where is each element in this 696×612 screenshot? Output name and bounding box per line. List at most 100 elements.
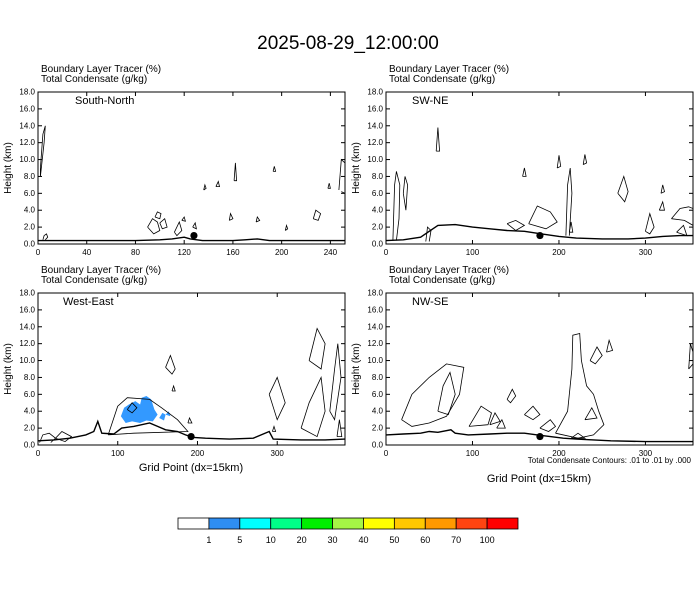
- plot-frame: [37, 91, 346, 245]
- y-tick-label: 6.0: [372, 189, 384, 198]
- condensate-contour: [506, 219, 526, 231]
- y-tick-label: 12.0: [367, 339, 383, 348]
- y-tick-label: 18.0: [367, 289, 383, 298]
- condensate-contour: [284, 223, 289, 231]
- condensate-contour: [327, 183, 331, 189]
- plot-frame: [37, 292, 346, 446]
- y-axis-label: Height (km): [3, 142, 14, 194]
- condensate-contour: [233, 162, 238, 182]
- condensate-contour: [570, 432, 587, 439]
- condensate-contour: [584, 406, 598, 421]
- panel-nw-se: Boundary Layer Tracer (%) Total Condensa…: [351, 265, 694, 485]
- y-tick-label: 18.0: [19, 289, 35, 298]
- x-tick-label: 300: [639, 248, 653, 257]
- x-tick-label: 80: [131, 248, 140, 257]
- panel-sw-ne: Boundary Layer Tracer (%) Total Condensa…: [351, 64, 694, 257]
- condensate-contour: [522, 167, 527, 177]
- y-axis-label: Height (km): [3, 343, 14, 395]
- x-tick-label: 300: [271, 449, 285, 458]
- panel-south-north: Boundary Layer Tracer (%) Total Condensa…: [3, 64, 346, 257]
- panel-label-line2: Total Condensate (g/kg): [389, 74, 495, 85]
- y-tick-label: 18.0: [19, 88, 35, 97]
- condensate-contour: [192, 221, 197, 230]
- location-marker: [536, 231, 544, 240]
- y-tick-label: 6.0: [24, 390, 36, 399]
- condensate-contour: [425, 226, 432, 242]
- x-axis-label: Grid Point (dx=15km): [487, 473, 591, 485]
- location-marker: [190, 231, 198, 240]
- condensate-contour: [617, 175, 629, 203]
- colorbar-swatch: [332, 517, 364, 530]
- y-tick-label: 8.0: [24, 172, 36, 181]
- condensate-contour: [524, 405, 541, 421]
- condensate-contour: [171, 384, 176, 392]
- panel-label-line2: Total Condensate (g/kg): [389, 275, 495, 286]
- x-tick-label: 200: [552, 248, 566, 257]
- y-tick-label: 14.0: [19, 121, 35, 130]
- y-axis-label: Height (km): [351, 343, 362, 395]
- colorbar-label: 40: [358, 535, 368, 545]
- condensate-contour: [154, 211, 162, 220]
- panel-label-line1: Boundary Layer Tracer (%): [41, 265, 161, 276]
- colorbar-swatch: [424, 517, 457, 530]
- colorbar-label: 10: [266, 535, 276, 545]
- colorbar-swatch: [486, 517, 519, 530]
- condensate-contour: [147, 218, 161, 235]
- x-tick-label: 160: [226, 248, 240, 257]
- y-tick-label: 4.0: [372, 407, 384, 416]
- y-tick-label: 12.0: [19, 138, 35, 147]
- colorbar: 1 5 10 20 30 40 50 60 70 100: [177, 517, 519, 545]
- condensate-contour: [126, 402, 138, 414]
- condensate-contour: [565, 167, 573, 236]
- y-tick-label: 8.0: [24, 373, 36, 382]
- x-tick-label: 100: [111, 449, 125, 458]
- plot-area: [386, 332, 693, 443]
- condensate-contour: [159, 217, 168, 230]
- condensate-contour: [181, 216, 186, 222]
- x-axis-label: Grid Point (dx=15km): [139, 462, 243, 474]
- y-tick-label: 2.0: [372, 424, 384, 433]
- location-marker: [187, 432, 195, 441]
- y-tick-label: 4.0: [24, 206, 36, 215]
- condensate-contour: [308, 327, 326, 370]
- condensate-contour: [329, 343, 342, 421]
- condensate-contour: [165, 354, 176, 375]
- plot-frame: [385, 292, 694, 446]
- terrain-line: [38, 236, 345, 242]
- y-tick-label: 16.0: [19, 305, 35, 314]
- panel-label-line2: Total Condensate (g/kg): [41, 275, 147, 286]
- x-tick-label: 200: [191, 449, 205, 458]
- x-tick-label: 100: [466, 449, 480, 458]
- condensate-contour: [582, 154, 588, 165]
- colorbar-swatch: [363, 517, 395, 530]
- panel-label-line1: Boundary Layer Tracer (%): [389, 265, 509, 276]
- x-tick-label: 300: [639, 449, 653, 458]
- panel-label-line1: Boundary Layer Tracer (%): [389, 64, 509, 75]
- y-tick-label: 10.0: [367, 155, 383, 164]
- plot-area: [38, 327, 345, 443]
- section-label: NW-SE: [412, 296, 448, 308]
- condensate-contour: [506, 388, 517, 404]
- condensate-contour: [255, 216, 261, 223]
- y-axis-label: Height (km): [351, 142, 362, 194]
- y-tick-label: 16.0: [19, 104, 35, 113]
- colorbar-label: 5: [237, 535, 242, 545]
- terrain-line: [386, 429, 693, 443]
- condensate-contour: [539, 419, 557, 432]
- condensate-contour: [215, 180, 221, 188]
- condensate-contour: [272, 425, 277, 432]
- x-tick-label: 0: [36, 449, 41, 458]
- colorbar-swatch: [270, 517, 303, 530]
- y-tick-label: 2.0: [372, 223, 384, 232]
- terrain-line: [386, 223, 693, 242]
- condensate-contour: [671, 206, 693, 226]
- condensate-contour: [312, 209, 322, 221]
- terrain-line: [38, 419, 345, 442]
- condensate-contour: [338, 158, 345, 194]
- y-tick-label: 0.0: [372, 441, 384, 450]
- x-tick-label: 0: [384, 248, 389, 257]
- condensate-contour: [556, 155, 562, 169]
- condensate-contour: [107, 397, 189, 436]
- colorbar-swatch: [393, 517, 426, 530]
- condensate-contour: [489, 412, 501, 426]
